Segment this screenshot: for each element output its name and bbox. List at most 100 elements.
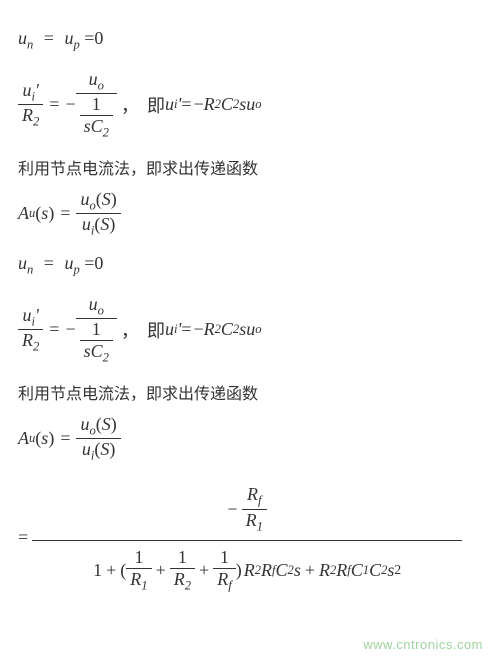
au-frac: uo(S) ui(S)	[76, 189, 120, 239]
r2-var: R	[22, 105, 33, 125]
frac-mid: uo 1 sC2	[76, 69, 117, 141]
equals: =	[49, 94, 59, 115]
ui2: u	[165, 94, 174, 115]
plus: +	[199, 560, 209, 581]
equals2: =	[181, 319, 191, 340]
c2: C	[221, 319, 233, 340]
uo2-sub: o	[255, 97, 261, 112]
sq: 2	[394, 562, 401, 578]
frac-left: ui' R2	[18, 305, 43, 355]
s: s	[84, 116, 91, 136]
num-arg: S	[102, 189, 111, 209]
equals2: =	[84, 253, 94, 273]
uo2: u	[246, 94, 255, 115]
rpar: )	[236, 560, 242, 581]
den-arg: S	[100, 439, 109, 459]
den-arg: S	[100, 214, 109, 234]
s2: s	[239, 319, 246, 340]
var-u: u	[18, 253, 27, 273]
sub-n: n	[27, 263, 33, 277]
rf: R	[217, 569, 228, 589]
uo-sub: o	[98, 303, 104, 317]
ui2: u	[165, 319, 174, 340]
equals: =	[60, 428, 70, 449]
au-frac: uo(S) ui(S)	[76, 414, 120, 464]
c: C	[91, 341, 103, 361]
c2b: C	[369, 560, 381, 581]
zero: 0	[94, 253, 103, 273]
rpar: )	[48, 428, 54, 449]
big-frac: − Rf R1 1 + ( 1 R1 + 1 R2	[32, 482, 462, 594]
r2b: R	[319, 560, 330, 581]
a-var: A	[18, 203, 29, 224]
rf: R	[247, 484, 258, 504]
equals: =	[44, 28, 54, 48]
zero: 0	[94, 28, 103, 48]
one: 1	[170, 547, 195, 568]
rf: R	[261, 560, 272, 581]
den-u: u	[82, 439, 91, 459]
prime: '	[35, 80, 39, 100]
equation-au-2: Au (s) = uo(S) ui(S)	[18, 414, 489, 464]
uo-var: u	[89, 294, 98, 314]
a-var: A	[18, 428, 29, 449]
neg: −	[227, 499, 237, 520]
one: 1	[80, 319, 113, 340]
one: 1	[126, 547, 151, 568]
frac-left: ui' R2	[18, 80, 43, 130]
uo2: u	[246, 319, 255, 340]
c-sub: 2	[103, 126, 109, 140]
equals2: =	[84, 28, 94, 48]
rfb: R	[336, 560, 347, 581]
uo2-sub: o	[255, 322, 261, 337]
r2-sub: 2	[33, 340, 39, 354]
c1: C	[351, 560, 363, 581]
inv-r2: 1 R2	[170, 547, 195, 594]
neg2: −	[193, 319, 203, 340]
comma: ，	[121, 317, 139, 343]
s2: s	[387, 560, 394, 581]
label-ji: 即	[147, 317, 165, 343]
r1: R	[130, 569, 141, 589]
equation-transfer: = − Rf R1 1 + ( 1 R1 + 1	[18, 482, 489, 594]
frac-inner: 1 sC2	[80, 319, 113, 366]
equation-un-up-2: un = up =0	[18, 253, 489, 278]
s-arg: s	[41, 428, 48, 449]
r1: R	[246, 510, 257, 530]
neg: −	[65, 94, 75, 115]
frac-mid: uo 1 sC2	[76, 294, 117, 366]
s: s	[84, 341, 91, 361]
equals: =	[44, 253, 54, 273]
equation-ui-ratio-2: ui' R2 = − uo 1 sC2 ， 即 ui' = − R2 C2 s …	[18, 294, 489, 366]
r2: R	[174, 569, 185, 589]
num-arg: S	[102, 414, 111, 434]
r2-sub: 2	[185, 579, 191, 593]
equals: =	[60, 203, 70, 224]
one: 1	[213, 547, 236, 568]
s2: s	[239, 94, 246, 115]
equals2: =	[181, 94, 191, 115]
r: R	[204, 319, 215, 340]
sub-n: n	[27, 38, 33, 52]
rf-sub: f	[228, 579, 232, 593]
s: s	[294, 560, 301, 581]
equation-un-up: un = up =0	[18, 28, 489, 53]
uo-sub: o	[98, 78, 104, 92]
c-sub: 2	[103, 351, 109, 365]
r1-sub: 1	[141, 579, 147, 593]
r2-sub: 2	[33, 115, 39, 129]
equation-au: Au (s) = uo(S) ui(S)	[18, 189, 489, 239]
c2: C	[276, 560, 288, 581]
label-ji: 即	[147, 92, 165, 118]
r: R	[204, 94, 215, 115]
rpar: )	[48, 203, 54, 224]
plus: +	[305, 560, 315, 581]
watermark: www.cntronics.com	[363, 637, 483, 652]
r2: R	[244, 560, 255, 581]
r1-sub: 1	[257, 519, 263, 533]
inv-rf: 1 Rf	[213, 547, 236, 594]
text-node-current: 利用节点电流法，即求出传递函数	[18, 155, 489, 179]
sub-p: p	[73, 263, 79, 277]
neg: −	[65, 319, 75, 340]
s-arg: s	[41, 203, 48, 224]
